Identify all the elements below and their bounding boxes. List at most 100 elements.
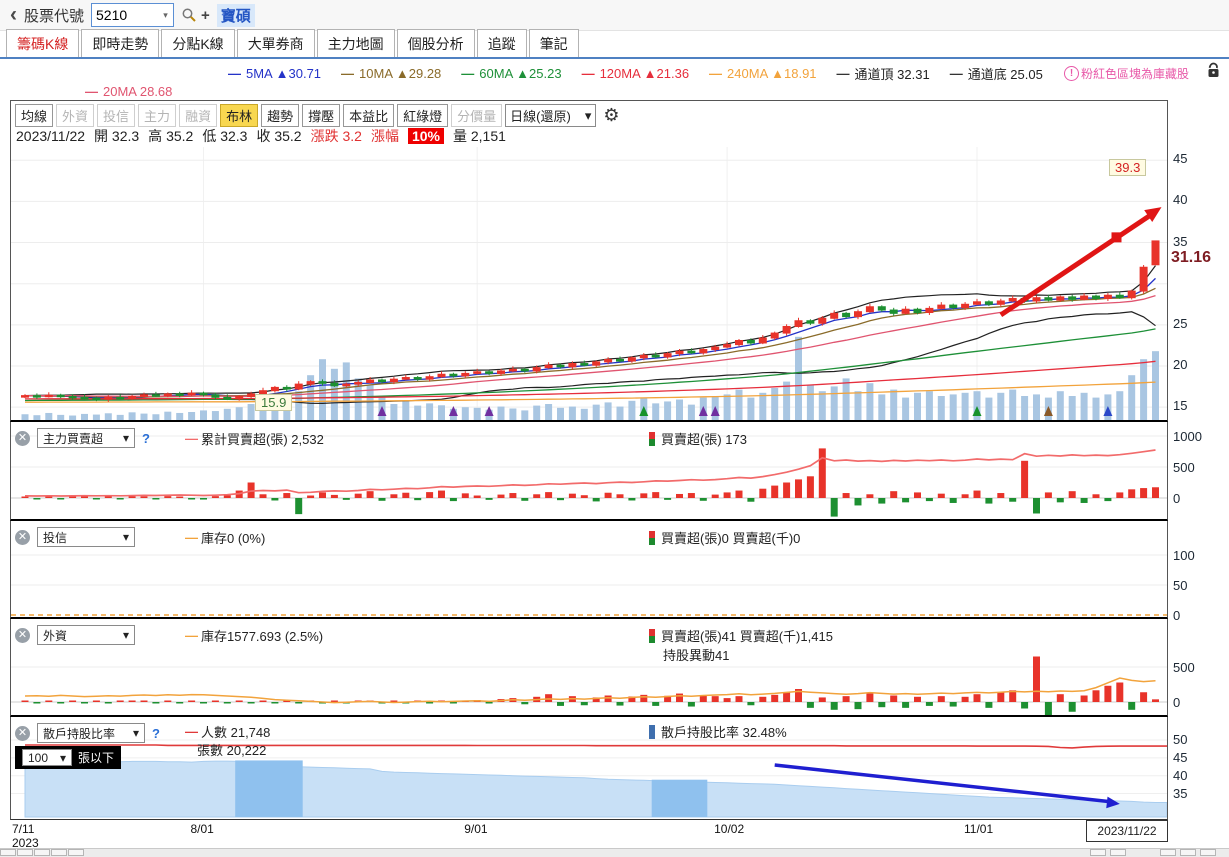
ma-legend-row: — 5MA ▲30.71 — 10MA ▲29.28 — 60MA ▲25.23 — 120M… [228,64,1043,83]
close-pane-icon[interactable]: ✕ [15,430,30,446]
scrollbar-button[interactable] [34,849,50,856]
x-axis: 7/11 8/01 9/01 10/02 11/01 2023 2023/11/22 [0,820,1229,850]
ma-legend-label: 20MA 28.68 [103,84,173,99]
lots-filter-select[interactable]: 100 ▾ [22,749,72,766]
toolbar-button-紅綠燈[interactable]: 紅綠燈 [397,104,449,127]
search-icon[interactable] [181,7,197,23]
ma-legend-label: 5MA ▲30.71 [246,66,322,81]
add-stock-icon[interactable]: + [201,6,210,24]
axis-tick-label: 15 [1173,398,1188,414]
toolbar-button-撐壓[interactable]: 撐壓 [302,104,341,127]
stock-code-label: 股票代號 [24,7,85,25]
x-axis-year: 2023 [12,836,39,850]
retail-ratio-legend: 散戶持股比率 32.48% [649,722,787,741]
toolbar-button-布林[interactable]: 布林 [220,104,259,127]
lock-icon[interactable] [1206,62,1221,81]
settings-gear-icon[interactable]: ⚙ [603,105,620,125]
close-pane-icon[interactable]: ✕ [15,529,30,545]
low-value: 32.3 [220,128,248,144]
blue-bar-icon [649,724,655,739]
ma-legend-item: — 240MA ▲18.91 [709,66,816,81]
scrollbar-button[interactable] [1200,849,1216,856]
close-pane-icon[interactable]: ✕ [15,627,30,643]
toolbar-button-主力[interactable]: 主力 [138,104,177,127]
netbuy-legend: 買賣超(張)0 買賣超(千)0 [649,528,800,547]
volume-value: 2,151 [470,128,506,144]
tab-即時走勢[interactable]: 即時走勢 [81,29,160,57]
change-value: 3.2 [342,128,362,144]
scrollbar-button[interactable] [0,849,16,856]
x-axis-label: 11/01 [964,822,994,836]
ma-legend-row2: — 20MA 28.68 [85,84,172,99]
toolbar-button-融資[interactable]: 融資 [179,104,218,127]
toolbar-button-外資[interactable]: 外資 [56,104,95,127]
tab-籌碼K線[interactable]: 籌碼K線 [6,29,80,57]
scrollbar-button[interactable] [1160,849,1176,856]
indicator-select-trust[interactable]: 投信 ▾ [37,527,135,547]
line-swatch: — [85,84,98,99]
period-select[interactable]: 日線(還原) ▾ [505,104,597,127]
period-label: 日線(還原) [510,109,571,124]
axis-tick-label: 0 [1173,491,1181,506]
x-axis-end-date: 2023/11/22 [1086,820,1168,842]
axis-tick-label: 500 [1173,460,1195,475]
scrollbar-button[interactable] [51,849,67,856]
toolbar-button-均線[interactable]: 均線 [15,104,54,127]
chevron-down-icon: ▾ [122,431,129,445]
tab-筆記[interactable]: 筆記 [528,29,579,57]
stock-name: 寶碩 [216,3,255,27]
indicator-select-main-force[interactable]: 主力買賣超 ▾ [37,428,135,448]
stock-search-box: ▾ [91,3,175,27]
scrollbar-button[interactable] [17,849,33,856]
back-chevron-icon[interactable]: ‹ [10,3,17,26]
stock-code-input[interactable] [92,7,159,23]
tab-主力地圖[interactable]: 主力地圖 [316,29,395,57]
tabbar: 籌碼K線 即時走勢 分點K線 大單券商 主力地圖 個股分析 追蹤 筆記 [0,29,1229,59]
input-dropdown-icon[interactable]: ▾ [163,9,168,20]
line-swatch: — [228,66,241,81]
axis-tick-label: 0 [1173,695,1181,710]
axis-tick-label: 1000 [1173,429,1202,444]
toolbar-button-分價量[interactable]: 分價量 [451,104,503,127]
toolbar-button-投信[interactable]: 投信 [97,104,136,127]
scrollbar-button[interactable] [68,849,84,856]
ma-legend-item: — 通道頂 32.31 [837,64,930,83]
low-price-tooltip: 15.9 [255,394,293,411]
x-axis-label: 10/02 [714,822,745,836]
open-value: 32.3 [111,128,140,144]
foreign-plot[interactable] [11,619,1167,715]
tab-大單券商[interactable]: 大單券商 [236,29,315,57]
main-force-plot[interactable] [11,422,1167,519]
trust-plot[interactable] [11,521,1167,617]
indicator-select-foreign[interactable]: 外資 ▾ [37,625,135,645]
axis-tick-label: 40 [1173,192,1188,208]
tab-分點K線[interactable]: 分點K線 [161,29,235,57]
trust-pane: ✕ 投信 ▾ — 庫存0 (0%) 買賣超(張)0 買賣超(千)0 [10,521,1168,619]
close-pane-icon[interactable]: ✕ [15,725,30,741]
toolbar-button-趨勢[interactable]: 趨勢 [261,104,300,127]
info-circle-icon: ! [1063,66,1079,81]
indicator-select-retail[interactable]: 散戶持股比率 ▾ [37,723,145,743]
scrollbar-button[interactable] [1110,849,1126,856]
line-swatch: — [461,66,474,81]
tab-追蹤[interactable]: 追蹤 [476,29,527,57]
axis-tick-label: 45 [1173,749,1188,765]
retail-plot[interactable] [11,717,1167,818]
scrollbar-button[interactable] [1090,849,1106,856]
pct-change-badge: 10% [407,128,444,144]
help-icon[interactable]: ? [152,725,160,741]
tab-個股分析[interactable]: 個股分析 [396,29,475,57]
ma-legend-label: 60MA ▲25.23 [479,66,562,81]
ohlc-info-line: 2023/11/22 開 32.3 高 35.2 低 32.3 收 35.2 漲… [16,128,506,144]
main-chart-plot[interactable] [11,101,1167,421]
toolbar-button-本益比[interactable]: 本益比 [343,104,395,127]
help-icon[interactable]: ? [142,430,150,446]
ma-legend-label: 10MA ▲29.28 [359,66,442,81]
line-swatch: — [836,66,850,81]
chevron-down-icon: ▾ [122,530,129,544]
axis-tick-label: 40 [1173,767,1188,783]
chart-toolbar: 均線 外資 投信 主力 融資 布林 趨勢 撐壓 本益比 紅綠燈 分價量 日線(還原) ▾ ⚙ [15,104,620,127]
x-axis-label: 8/01 [190,822,214,836]
scrollbar-button[interactable] [1180,849,1196,856]
axis-tick-label: 50 [1173,732,1188,747]
